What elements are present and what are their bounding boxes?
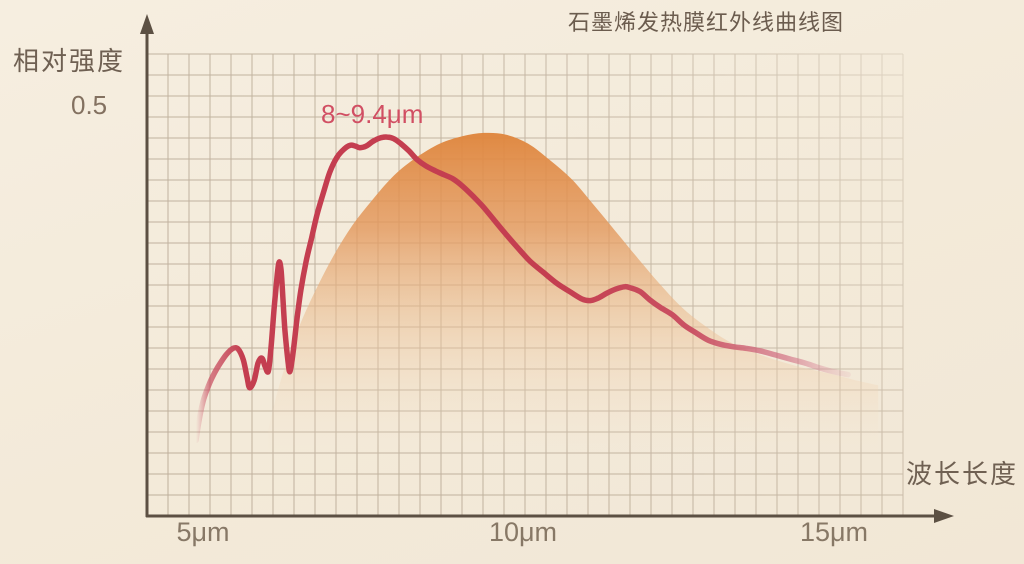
infrared-energy-area	[268, 132, 879, 462]
y-axis-arrow-icon	[140, 14, 154, 34]
axes	[145, 28, 940, 518]
x-axis-tick-10um: 10μm	[488, 517, 558, 547]
infrared-intensity-curve	[193, 134, 851, 444]
chart-title: 石墨烯发热膜红外线曲线图	[568, 10, 845, 35]
x-axis-tick-15um: 15μm	[799, 517, 869, 547]
peak-range-annotation: 8~9.4μm	[321, 99, 424, 129]
x-axis-label: 波长长度	[906, 459, 1019, 489]
x-axis-tick-5um: 5μm	[176, 517, 230, 547]
y-axis-tick-0.5: 0.5	[71, 90, 108, 120]
y-axis-label: 相对强度	[13, 46, 126, 76]
x-axis-arrow-icon	[934, 509, 954, 523]
